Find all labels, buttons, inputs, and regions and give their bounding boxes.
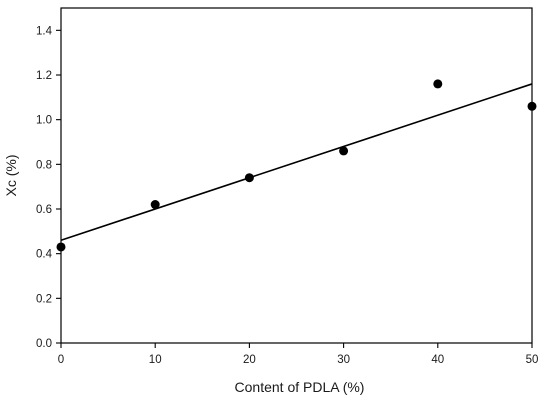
y-axis-ticks: 0.0 0.2 0.4 0.6 0.8 1.0 1.2 1.4 [36, 25, 61, 350]
y-tick-label: 0.8 [36, 159, 52, 171]
x-tick-label: 10 [149, 354, 162, 366]
data-point [339, 146, 349, 156]
y-tick-label: 0.0 [36, 338, 52, 350]
x-tick-label: 20 [243, 354, 256, 366]
plot-marks [56, 79, 537, 252]
x-axis-ticks: 0 10 20 30 40 50 [58, 343, 539, 366]
y-axis-title: Xc (%) [3, 155, 19, 197]
y-tick-label: 0.6 [36, 204, 52, 216]
y-tick-label: 0.2 [36, 293, 52, 305]
data-point [150, 200, 160, 210]
y-tick-label: 1.4 [36, 25, 53, 37]
y-tick-label: 1.0 [36, 115, 52, 127]
y-tick-label: 0.4 [36, 249, 53, 261]
fit-line [60, 83, 533, 242]
data-point [433, 79, 443, 89]
x-tick-label: 0 [58, 354, 64, 366]
plot-frame [60, 7, 533, 344]
x-tick-label: 30 [337, 354, 350, 366]
x-axis-title: Content of PDLA (%) [235, 379, 365, 395]
y-tick-label: 1.2 [36, 70, 52, 82]
x-tick-label: 50 [526, 354, 539, 366]
x-tick-label: 40 [431, 354, 444, 366]
